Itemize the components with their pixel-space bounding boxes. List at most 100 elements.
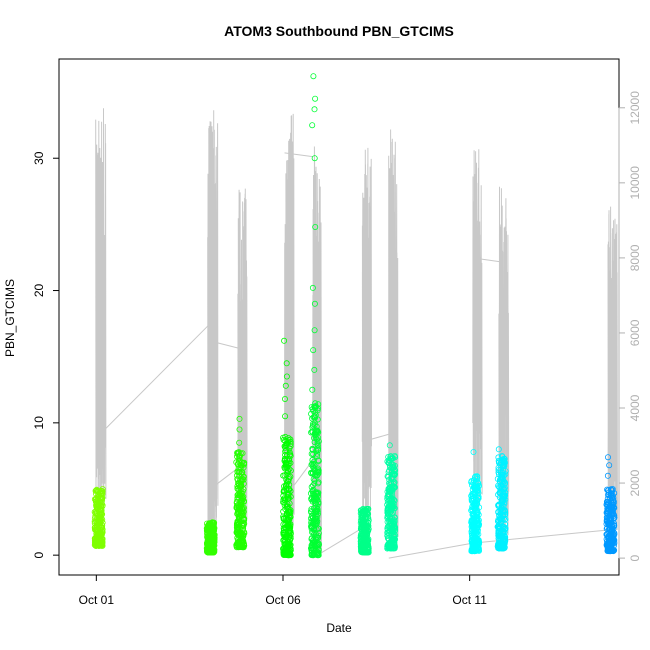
data-point bbox=[384, 495, 391, 502]
data-point bbox=[286, 516, 293, 523]
data-point bbox=[285, 519, 292, 526]
data-point bbox=[357, 532, 364, 539]
y-left-tick-label: 10 bbox=[32, 416, 46, 430]
data-point bbox=[208, 530, 215, 537]
data-point bbox=[470, 479, 477, 486]
data-point bbox=[472, 486, 479, 493]
data-point bbox=[495, 466, 502, 473]
data-point bbox=[312, 400, 319, 407]
data-point bbox=[233, 472, 240, 479]
data-point bbox=[475, 522, 482, 529]
data-point bbox=[364, 524, 371, 531]
y-right-tick-label: 8000 bbox=[628, 244, 642, 271]
data-point bbox=[285, 495, 292, 502]
data-point bbox=[387, 538, 394, 545]
data-point bbox=[471, 522, 478, 529]
data-point bbox=[610, 501, 617, 508]
data-point bbox=[494, 475, 501, 482]
data-point bbox=[286, 528, 293, 535]
data-point bbox=[308, 518, 315, 525]
data-point bbox=[91, 535, 98, 542]
data-point bbox=[500, 461, 507, 468]
data-point bbox=[311, 497, 318, 504]
data-point bbox=[388, 469, 395, 476]
point-cluster-4 bbox=[307, 73, 322, 559]
data-point bbox=[287, 467, 294, 474]
data-point bbox=[238, 541, 245, 548]
data-point bbox=[474, 487, 481, 494]
line-burst-0 bbox=[95, 108, 107, 518]
data-point bbox=[235, 510, 242, 517]
data-point bbox=[495, 532, 502, 539]
data-point bbox=[384, 458, 391, 465]
data-point bbox=[283, 550, 290, 557]
data-point-outlier bbox=[282, 382, 289, 389]
data-point bbox=[500, 467, 507, 474]
data-point bbox=[206, 549, 213, 556]
data-point bbox=[473, 501, 480, 508]
data-point bbox=[384, 510, 391, 517]
data-point bbox=[501, 511, 508, 518]
data-point-outlier bbox=[312, 223, 319, 230]
data-point bbox=[237, 465, 244, 472]
data-point bbox=[308, 542, 315, 549]
data-point bbox=[204, 541, 211, 548]
data-point bbox=[310, 458, 317, 465]
x-axis-label: Date bbox=[326, 621, 352, 635]
data-point bbox=[359, 508, 366, 515]
data-point bbox=[364, 510, 371, 517]
data-point bbox=[385, 504, 392, 511]
data-point bbox=[99, 539, 106, 546]
y-right-tick-label: 4000 bbox=[628, 394, 642, 421]
data-point bbox=[391, 531, 398, 538]
y-right-tick-label: 6000 bbox=[628, 319, 642, 346]
data-point-outlier bbox=[605, 454, 612, 461]
data-point bbox=[236, 482, 243, 489]
data-point bbox=[501, 480, 508, 487]
data-point bbox=[315, 438, 322, 445]
data-point bbox=[386, 520, 393, 527]
data-point bbox=[384, 523, 391, 530]
data-point bbox=[610, 509, 617, 516]
data-point bbox=[235, 458, 242, 465]
data-point bbox=[495, 526, 502, 533]
data-point bbox=[497, 535, 504, 542]
data-point-outlier bbox=[309, 122, 316, 129]
data-point bbox=[203, 520, 210, 527]
line-connector-9 bbox=[472, 529, 609, 544]
data-point bbox=[500, 477, 507, 484]
data-point bbox=[97, 502, 104, 509]
right-axis-line-series bbox=[95, 108, 618, 559]
data-point bbox=[315, 479, 322, 486]
data-point bbox=[280, 487, 287, 494]
data-point bbox=[315, 489, 322, 496]
data-point bbox=[235, 521, 242, 528]
data-point bbox=[286, 452, 293, 459]
data-point bbox=[281, 465, 288, 472]
data-point bbox=[233, 540, 240, 547]
y-left-tick-label: 0 bbox=[32, 552, 46, 559]
data-point bbox=[495, 482, 502, 489]
data-point bbox=[236, 529, 243, 536]
data-point bbox=[391, 534, 398, 541]
data-point bbox=[98, 487, 105, 494]
line-burst-7 bbox=[472, 149, 483, 518]
data-point bbox=[608, 490, 615, 497]
data-point bbox=[495, 516, 502, 523]
data-point bbox=[468, 528, 475, 535]
line-connector-2 bbox=[208, 467, 239, 491]
data-point bbox=[310, 517, 317, 524]
data-point bbox=[284, 501, 291, 508]
data-point bbox=[495, 457, 502, 464]
data-point bbox=[502, 521, 509, 528]
data-point bbox=[283, 534, 290, 541]
data-point bbox=[233, 529, 240, 536]
data-point bbox=[315, 468, 322, 475]
data-point bbox=[496, 543, 503, 550]
line-connector-6 bbox=[362, 433, 389, 443]
data-point bbox=[309, 539, 316, 546]
data-point bbox=[604, 517, 611, 524]
data-point bbox=[283, 521, 290, 528]
data-point bbox=[475, 546, 482, 553]
